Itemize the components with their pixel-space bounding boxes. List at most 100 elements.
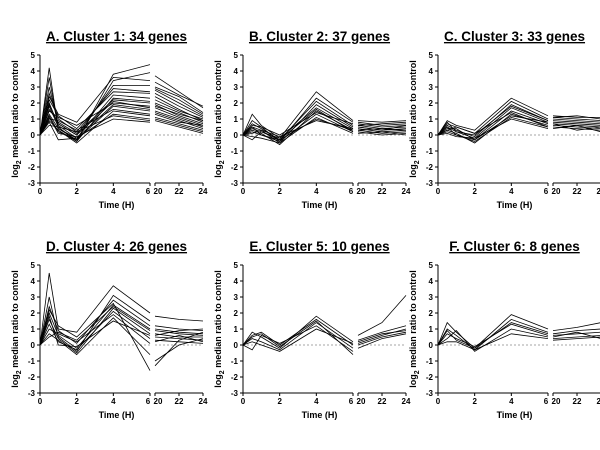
- series-7-early: [242, 113, 354, 142]
- y-axis-label: log2 median ratio to control: [213, 60, 226, 177]
- y-axis-label-log: log: [408, 164, 418, 178]
- x-tick-label: 4: [509, 187, 514, 196]
- series-2-late: [552, 117, 600, 121]
- series-9-early: [437, 105, 549, 136]
- x-tick-label: 0: [436, 187, 441, 196]
- y-tick-label: -3: [426, 389, 434, 398]
- y-axis-label: log2 median ratio to control: [408, 270, 421, 387]
- y-tick-label: 1: [234, 115, 239, 124]
- series-6-late: [357, 330, 407, 343]
- y-tick-label: 1: [31, 325, 36, 334]
- series-6-early: [242, 320, 354, 355]
- series-17-early: [39, 116, 151, 138]
- x-tick-label: 22: [175, 187, 184, 196]
- series-8-early: [242, 116, 354, 144]
- series-2-late: [552, 328, 600, 335]
- x-tick-label: 22: [573, 187, 582, 196]
- y-tick-label: -2: [231, 163, 239, 172]
- y-tick-label: -1: [28, 357, 36, 366]
- series-14-early: [39, 113, 151, 141]
- x-tick-label: 6: [349, 187, 354, 196]
- y-tick-label: -3: [28, 389, 36, 398]
- series-1-early: [437, 97, 549, 136]
- series-4-early: [242, 325, 354, 352]
- y-tick-label: 1: [234, 325, 239, 334]
- y-tick-label: 5: [31, 51, 36, 60]
- y-tick-label: 2: [31, 99, 36, 108]
- x-tick-label: 0: [38, 187, 43, 196]
- x-tick-label: 4: [314, 397, 319, 406]
- y-tick-label: -3: [231, 179, 239, 188]
- panel-title: C. Cluster 3: 33 genes: [444, 29, 585, 44]
- y-tick-label: 3: [234, 293, 239, 302]
- series-7-late: [154, 99, 204, 120]
- x-tick-label: 20: [154, 397, 163, 406]
- panel-title: A. Cluster 1: 34 genes: [46, 29, 187, 44]
- x-axis-label: Time (H): [99, 200, 135, 210]
- x-tick-label: 20: [357, 187, 366, 196]
- series-10-late: [154, 334, 204, 343]
- series-16-late: [154, 88, 204, 115]
- y-tick-label: 1: [429, 325, 434, 334]
- x-tick-label: 4: [111, 397, 116, 406]
- series-1-late: [357, 295, 407, 336]
- series-3-early: [437, 323, 549, 348]
- series-6-late: [552, 331, 600, 339]
- x-tick-label: 20: [357, 397, 366, 406]
- y-tick-label: 0: [234, 131, 239, 140]
- series-5-late: [154, 333, 203, 338]
- series-4-early: [39, 304, 151, 349]
- y-tick-label: 5: [31, 261, 36, 270]
- series-4-late: [552, 335, 600, 339]
- y-tick-label: 3: [31, 83, 36, 92]
- series-10-early: [39, 104, 151, 139]
- x-tick-label: 4: [111, 187, 116, 196]
- series-14-late: [154, 117, 204, 131]
- y-tick-label: -1: [231, 147, 239, 156]
- y-tick-label: 4: [429, 277, 434, 286]
- series-11-late: [154, 328, 204, 336]
- y-tick-label: 4: [234, 67, 239, 76]
- series-4-early: [437, 328, 549, 352]
- x-tick-label: 22: [378, 187, 387, 196]
- y-tick-label: 5: [234, 51, 239, 60]
- x-tick-label: 4: [509, 397, 514, 406]
- x-tick-label: 6: [349, 397, 354, 406]
- series-3-late: [154, 86, 204, 113]
- x-axis-label: Time (H): [497, 200, 533, 210]
- series-12-late: [154, 112, 204, 129]
- x-tick-label: 2: [74, 187, 79, 196]
- x-tick-label: 20: [154, 187, 163, 196]
- y-tick-label: 1: [429, 115, 434, 124]
- y-tick-label: 2: [234, 309, 239, 318]
- y-tick-label: 4: [31, 67, 36, 76]
- series-11-late: [552, 124, 600, 132]
- series-1-late: [552, 115, 600, 118]
- y-axis-label-text: median ratio to control: [213, 270, 223, 370]
- y-tick-label: 2: [31, 309, 36, 318]
- x-tick-label: 24: [402, 397, 411, 406]
- y-axis-label-text: median ratio to control: [10, 270, 20, 370]
- y-axis-label-log: log: [213, 374, 223, 388]
- series-3-early: [39, 299, 151, 346]
- series-10-late: [357, 121, 407, 126]
- y-axis-label-subscript: 2: [414, 370, 421, 374]
- x-tick-label: 24: [199, 397, 208, 406]
- y-axis-label-subscript: 2: [219, 160, 226, 164]
- series-4-late: [552, 120, 600, 125]
- y-axis-label-log: log: [10, 164, 20, 178]
- series-2-early: [242, 318, 354, 346]
- series-13-late: [154, 113, 204, 126]
- y-axis-label-text: median ratio to control: [213, 60, 223, 160]
- y-tick-label: 5: [234, 261, 239, 270]
- y-axis-label-text: median ratio to control: [10, 60, 20, 160]
- y-axis-label: log2 median ratio to control: [213, 270, 226, 387]
- series-6-early: [437, 322, 549, 349]
- series-9-early: [39, 302, 151, 371]
- series-10-early: [39, 314, 151, 348]
- series-1-late: [552, 322, 600, 331]
